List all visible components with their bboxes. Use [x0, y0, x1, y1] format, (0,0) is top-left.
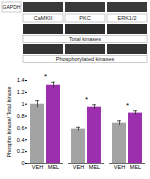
svg-text:1.4: 1.4	[17, 77, 25, 83]
svg-text:0: 0	[21, 160, 24, 166]
svg-text:VEH: VEH	[114, 164, 125, 170]
svg-text:ERK1/2: ERK1/2	[118, 15, 137, 21]
svg-text:MEL: MEL	[89, 164, 100, 170]
svg-text:*: *	[85, 95, 88, 104]
svg-text:VEH: VEH	[32, 164, 43, 170]
svg-text:0.4: 0.4	[17, 137, 25, 143]
svg-text:*: *	[126, 101, 129, 110]
svg-text:0.8: 0.8	[17, 113, 25, 119]
svg-text:CaMKII: CaMKII	[34, 15, 53, 21]
svg-text:1.2: 1.2	[17, 89, 25, 95]
svg-text:MEL: MEL	[48, 164, 59, 170]
svg-text:GAPDH: GAPDH	[3, 4, 21, 10]
svg-text:1: 1	[21, 101, 24, 107]
svg-text:Phospho kinase/ Total kinase: Phospho kinase/ Total kinase	[6, 86, 12, 157]
svg-text:*: *	[44, 72, 47, 81]
svg-text:MEL: MEL	[130, 164, 141, 170]
svg-text:0.6: 0.6	[17, 125, 25, 131]
svg-text:PKC: PKC	[79, 15, 90, 21]
svg-text:Phosphorylated kinases: Phosphorylated kinases	[56, 56, 115, 62]
svg-text:VEH: VEH	[73, 164, 84, 170]
svg-text:Total kinases: Total kinases	[69, 36, 101, 42]
svg-text:0.2: 0.2	[17, 148, 25, 154]
